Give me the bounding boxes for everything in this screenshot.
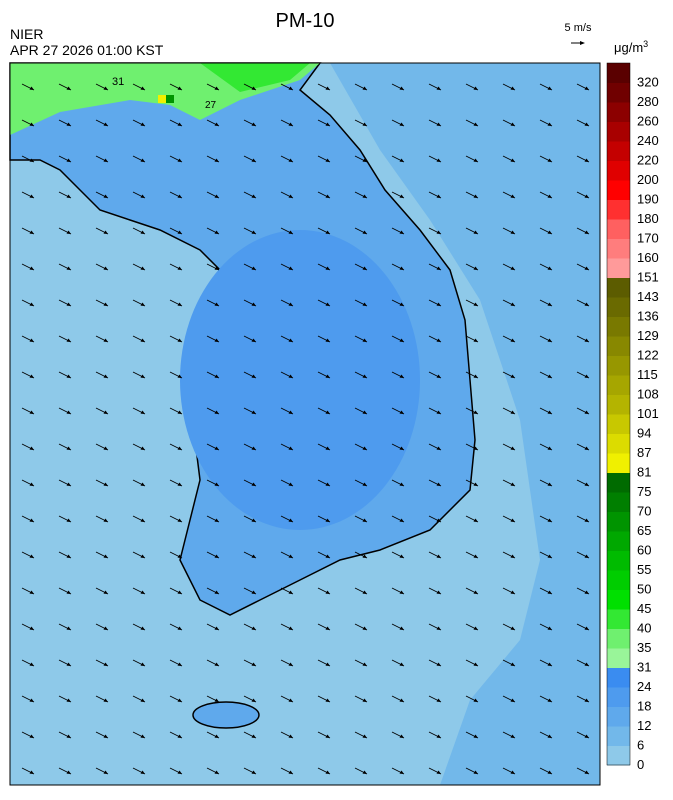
colorbar-segment xyxy=(607,336,630,356)
colorbar-segment xyxy=(607,141,630,161)
colorbar-label: 55 xyxy=(637,562,651,577)
colorbar-label: 12 xyxy=(637,718,651,733)
colorbar-segment xyxy=(607,277,630,298)
wind-arrows xyxy=(10,63,600,785)
colorbar-segment xyxy=(607,531,630,551)
datetime: APR 27 2026 01:00 KST xyxy=(10,42,164,58)
unit-sup: 3 xyxy=(643,39,648,49)
colorbar-label: 240 xyxy=(637,133,659,148)
colorbar-label: 101 xyxy=(637,406,659,421)
colorbar-label: 24 xyxy=(637,679,651,694)
map-label: 31 xyxy=(112,76,124,88)
colorbar: 0 6 12 18 24 31 35 40 45 50 55 60 65 70 75 81 87 94 101 108… xyxy=(606,62,659,772)
colorbar-segment xyxy=(607,609,630,629)
colorbar-label: 180 xyxy=(637,211,659,226)
colorbar-label: 136 xyxy=(637,309,659,324)
colorbar-segment xyxy=(607,589,630,610)
colorbar-segment xyxy=(607,648,630,668)
colorbar-label: 94 xyxy=(637,426,651,441)
wind-scale: 5 m/s xyxy=(565,22,592,34)
colorbar-segment xyxy=(607,628,630,649)
colorbar-segment xyxy=(607,219,630,239)
colorbar-label: 160 xyxy=(637,250,659,265)
title: PM-10 xyxy=(276,10,335,32)
colorbar-label: 122 xyxy=(637,348,659,363)
colorbar-segment xyxy=(607,453,630,473)
colorbar-label: 87 xyxy=(637,445,651,460)
colorbar-label: 18 xyxy=(637,699,651,714)
colorbar-segment xyxy=(607,121,630,142)
unit-base: μg/m xyxy=(614,40,643,55)
colorbar-segment xyxy=(607,433,630,454)
source: NIER xyxy=(10,26,43,42)
colorbar-segment xyxy=(607,238,630,259)
colorbar-segment xyxy=(607,180,630,200)
colorbar-segment xyxy=(607,472,630,493)
colorbar-segment xyxy=(607,375,630,395)
colorbar-segment xyxy=(607,745,630,766)
colorbar-label: 6 xyxy=(637,738,644,753)
colorbar-segment xyxy=(607,199,630,220)
colorbar-label: 40 xyxy=(637,621,651,636)
map: 31 27 xyxy=(9,62,601,786)
colorbar-segment xyxy=(607,355,630,376)
colorbar-segment xyxy=(607,394,630,415)
colorbar-segment xyxy=(607,414,630,434)
colorbar-segment xyxy=(607,492,630,512)
colorbar-segment xyxy=(607,687,630,707)
colorbar-label: 81 xyxy=(637,465,651,480)
colorbar-segment xyxy=(607,570,630,590)
colorbar-label: 170 xyxy=(637,231,659,246)
colorbar-label: 220 xyxy=(637,153,659,168)
colorbar-label: 129 xyxy=(637,328,659,343)
colorbar-label: 70 xyxy=(637,504,651,519)
colorbar-label: 35 xyxy=(637,640,651,655)
colorbar-label: 75 xyxy=(637,484,651,499)
colorbar-segment xyxy=(607,102,630,122)
colorbar-label: 320 xyxy=(637,75,659,90)
colorbar-label: 31 xyxy=(637,660,651,675)
colorbar-label: 108 xyxy=(637,387,659,402)
colorbar-segment xyxy=(607,297,630,317)
colorbar-label: 151 xyxy=(637,270,659,285)
colorbar-label: 45 xyxy=(637,601,651,616)
colorbar-segment xyxy=(607,63,630,83)
colorbar-segment xyxy=(607,258,630,278)
map-frame xyxy=(9,62,601,786)
colorbar-segment xyxy=(607,511,630,532)
colorbar-label: 50 xyxy=(637,582,651,597)
colorbar-segment xyxy=(607,550,630,571)
colorbar-label: 190 xyxy=(637,192,659,207)
colorbar-segment xyxy=(607,706,630,727)
colorbar-label: 143 xyxy=(637,289,659,304)
colorbar-label: 60 xyxy=(637,543,651,558)
colorbar-frame xyxy=(606,62,631,766)
legend-unit: μg/m3 xyxy=(614,39,648,55)
colorbar-segment xyxy=(607,316,630,337)
colorbar-label: 200 xyxy=(637,172,659,187)
colorbar-label: 280 xyxy=(637,94,659,109)
colorbar-segment xyxy=(607,726,630,746)
map-label: 27 xyxy=(205,100,217,111)
colorbar-segment xyxy=(607,82,630,103)
colorbar-label: 65 xyxy=(637,523,651,538)
colorbar-label: 115 xyxy=(637,367,658,382)
colorbar-segment xyxy=(607,667,630,688)
wind-scale-arrow xyxy=(580,41,585,45)
colorbar-label: 0 xyxy=(637,757,644,772)
colorbar-segment xyxy=(607,160,630,181)
colorbar-label: 260 xyxy=(637,114,659,129)
